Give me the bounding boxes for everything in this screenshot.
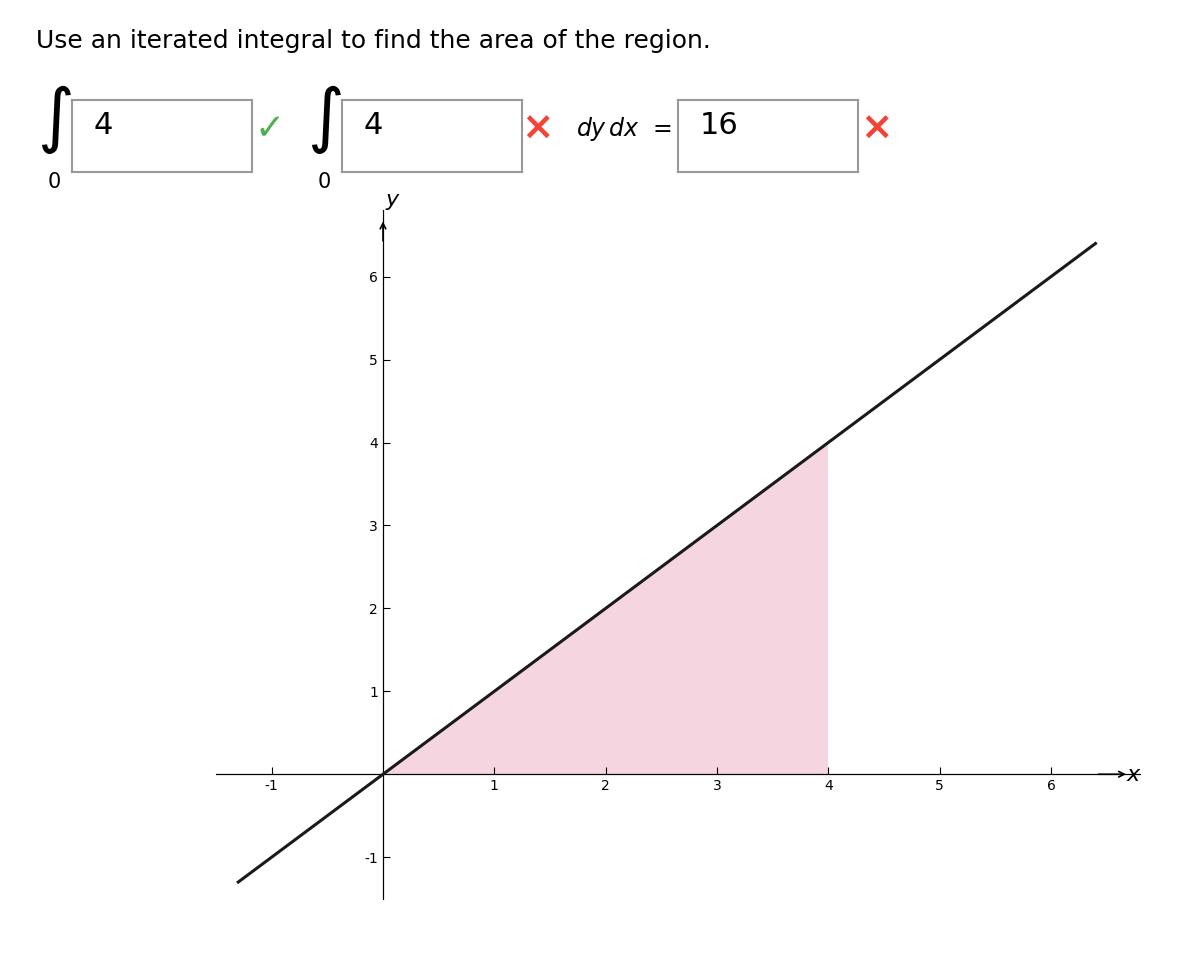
Y-axis label: y: y	[386, 190, 400, 210]
Text: Use an iterated integral to find the area of the region.: Use an iterated integral to find the are…	[36, 29, 710, 53]
X-axis label: x: x	[1127, 766, 1140, 785]
Text: ×: ×	[859, 110, 893, 148]
Polygon shape	[383, 443, 828, 774]
Text: $dy\,dx$  =: $dy\,dx$ =	[576, 115, 672, 143]
Text: $\int$: $\int$	[307, 83, 341, 156]
Text: 16: 16	[700, 111, 738, 140]
Text: $\int$: $\int$	[37, 83, 71, 156]
Text: 4: 4	[364, 111, 383, 140]
Text: $0$: $0$	[317, 172, 331, 191]
Text: ✓: ✓	[254, 112, 286, 146]
Text: 4: 4	[94, 111, 113, 140]
Text: $0$: $0$	[47, 172, 61, 191]
Text: ×: ×	[521, 110, 554, 148]
